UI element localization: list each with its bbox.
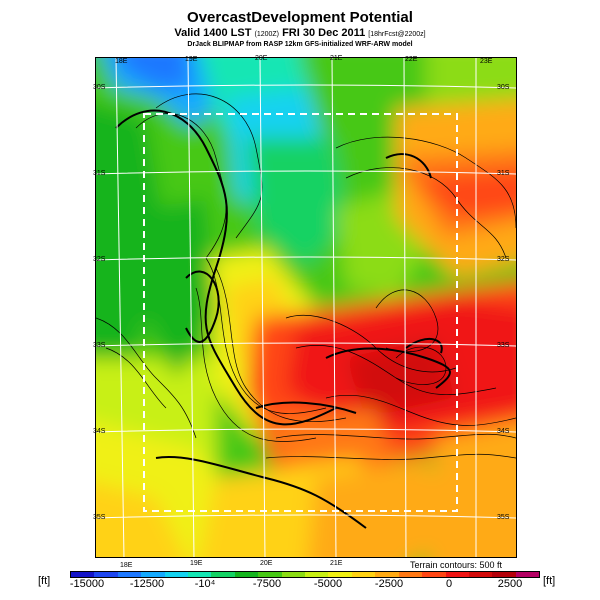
lon-label-top-23e: 23E xyxy=(480,58,493,65)
colorbar-segment xyxy=(188,572,212,577)
lat-label-left-30s: 30S xyxy=(93,84,106,91)
lat-label-right-31s: 31S xyxy=(497,170,510,177)
lon-label-top-18e: 18E xyxy=(115,58,128,65)
colorbar-segment xyxy=(305,572,329,577)
model-credit: DrJack BLIPMAP from RASP 12km GFS-initia… xyxy=(187,41,413,48)
colorbar-segment xyxy=(94,572,118,577)
forecast-map[interactable] xyxy=(95,57,517,558)
lat-label-right-33s: 33S xyxy=(497,342,510,349)
field-shading xyxy=(96,58,516,557)
colorbar-unit-right: [ft] xyxy=(543,575,556,587)
colorbar-segment xyxy=(422,572,446,577)
colorbar-unit-left: [ft] xyxy=(38,575,51,587)
colorbar-tick: 0 xyxy=(445,578,453,590)
lat-label-left-34s: 34S xyxy=(93,428,106,435)
terrain-contours xyxy=(96,93,516,460)
colorbar xyxy=(70,571,540,578)
map-title: OvercastDevelopment Potential xyxy=(187,9,413,26)
lat-label-left-32s: 32S xyxy=(93,256,106,263)
colorbar-tick: -5000 xyxy=(313,578,343,590)
lon-label-top-19e: 19E xyxy=(185,56,198,63)
colorbar-segment xyxy=(398,572,423,577)
colorbar-tick: -12500 xyxy=(129,578,165,590)
colorbar-segment xyxy=(328,572,352,577)
colorbar-segment xyxy=(468,572,493,577)
colorbar-segment xyxy=(281,572,306,577)
colorbar-segment xyxy=(211,572,235,577)
valid-date: FRI 30 Dec 2011 xyxy=(282,27,366,39)
colorbar-segment xyxy=(234,572,259,577)
colorbar-segment xyxy=(141,572,165,577)
lat-label-left-33s: 33S xyxy=(93,342,106,349)
lon-label-top-21e: 21E xyxy=(330,55,343,62)
valid-time-line: Valid 1400 LST (1200Z) FRI 30 Dec 2011 [… xyxy=(0,27,600,39)
lon-label-bottom-19e: 19E xyxy=(190,560,203,567)
colorbar-tick: -2500 xyxy=(374,578,404,590)
lat-label-right-34s: 34S xyxy=(497,428,510,435)
lat-label-right-32s: 32S xyxy=(497,256,510,263)
colorbar-segment xyxy=(351,572,376,577)
lon-label-top-22e: 22E xyxy=(405,56,418,63)
colorbar-segment xyxy=(375,572,399,577)
colorbar-segment xyxy=(71,572,95,577)
terrain-contour-note: Terrain contours: 500 ft xyxy=(409,560,502,570)
colorbar-tick: -10⁴ xyxy=(194,578,216,590)
valid-line: Valid 1400 LST xyxy=(174,27,252,39)
colorbar-segment xyxy=(164,572,189,577)
colorbar-tick: -7500 xyxy=(252,578,282,590)
lon-label-top-20e: 20E xyxy=(255,55,268,62)
valid-code: (1200Z) xyxy=(254,31,279,38)
lat-label-left-35s: 35S xyxy=(93,514,106,521)
lon-label-bottom-21e: 21E xyxy=(330,560,343,567)
lon-label-bottom-20e: 20E xyxy=(260,560,273,567)
colorbar-segment xyxy=(445,572,469,577)
lat-label-left-31s: 31S xyxy=(93,170,106,177)
lat-label-right-30s: 30S xyxy=(497,84,510,91)
forecast-note: [18hrFcst@2200z] xyxy=(368,31,426,38)
colorbar-segment xyxy=(117,572,142,577)
colorbar-segment xyxy=(258,572,282,577)
forecast-map-canvas xyxy=(96,58,516,557)
graticule xyxy=(96,58,516,557)
colorbar-segment xyxy=(515,572,540,577)
colorbar-tick: 2500 xyxy=(497,578,523,590)
lat-label-right-35s: 35S xyxy=(497,514,510,521)
colorbar-segment xyxy=(492,572,516,577)
inner-domain-boundary xyxy=(143,113,458,512)
colorbar-tick: -15000 xyxy=(69,578,105,590)
lon-label-bottom-18e: 18E xyxy=(120,562,133,569)
